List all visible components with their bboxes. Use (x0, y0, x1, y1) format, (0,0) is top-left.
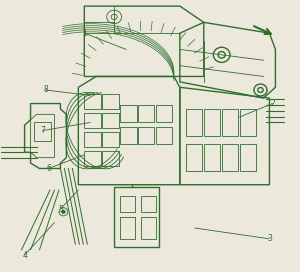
Bar (138, 105, 154, 122)
Bar (204, 109, 220, 136)
Bar (141, 217, 156, 239)
Bar (84, 132, 101, 147)
Bar (34, 122, 52, 141)
Bar (102, 113, 119, 128)
Circle shape (61, 210, 65, 214)
Bar (120, 105, 136, 122)
Text: 3: 3 (267, 234, 272, 243)
Bar (141, 196, 156, 212)
Bar (222, 109, 238, 136)
Bar (84, 113, 101, 128)
Bar (102, 151, 119, 166)
Text: 6: 6 (46, 164, 51, 173)
Text: 5: 5 (58, 205, 63, 214)
Bar (156, 126, 172, 144)
Bar (204, 144, 220, 171)
Bar (102, 94, 119, 109)
Bar (156, 105, 172, 122)
Text: 1: 1 (82, 29, 87, 38)
Bar (114, 187, 159, 247)
Bar (186, 109, 202, 136)
Bar (84, 151, 101, 166)
Bar (102, 132, 119, 147)
Bar (120, 126, 136, 144)
Text: 4: 4 (22, 251, 27, 259)
Bar (222, 144, 238, 171)
Text: 8: 8 (43, 85, 48, 94)
Bar (120, 196, 135, 212)
Bar (84, 94, 101, 109)
Text: 7: 7 (40, 126, 45, 135)
Text: 2: 2 (270, 99, 275, 108)
Bar (120, 217, 135, 239)
Bar (240, 109, 256, 136)
Bar (138, 126, 154, 144)
Bar (240, 144, 256, 171)
Bar (186, 144, 202, 171)
